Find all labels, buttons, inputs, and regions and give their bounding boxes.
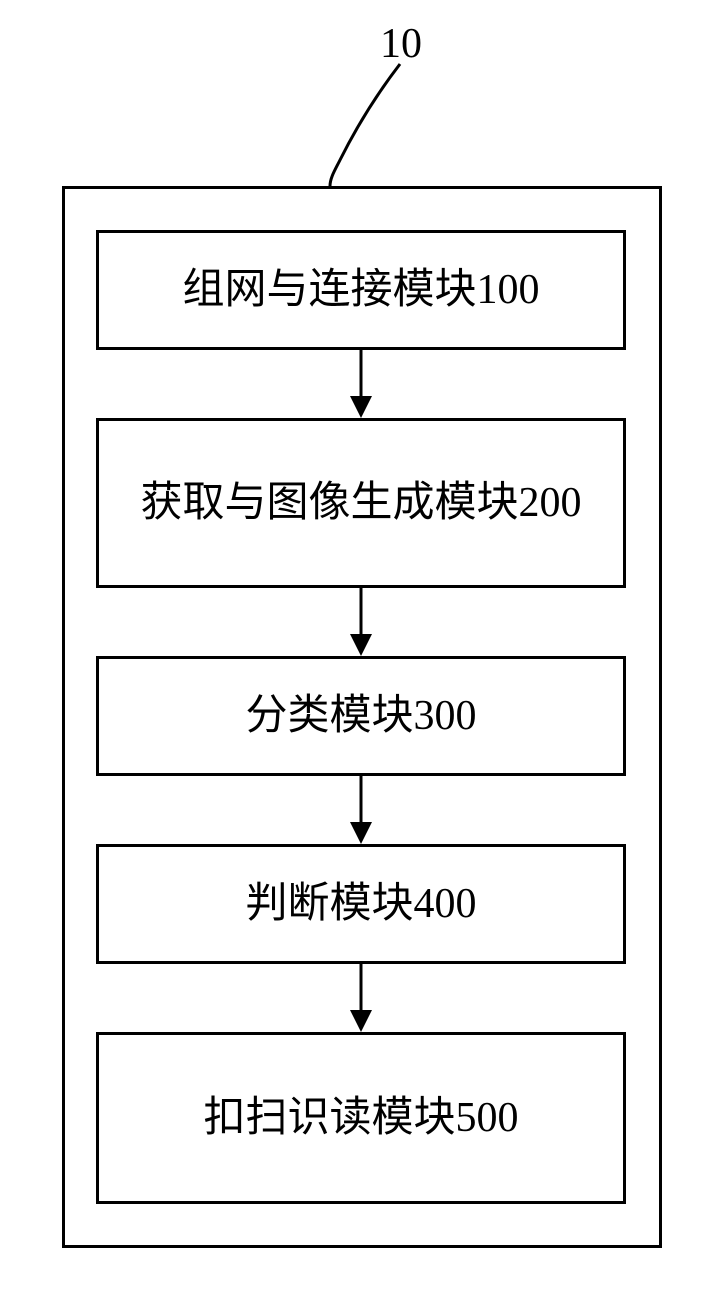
arrow-head-icon (350, 822, 372, 844)
module-label-line: 200 (519, 475, 582, 532)
arrow-2 (346, 588, 376, 656)
arrow-1 (346, 350, 376, 418)
leader-line (0, 0, 715, 200)
arrow-head-icon (350, 1010, 372, 1032)
arrow-head-icon (350, 634, 372, 656)
leader-path (330, 64, 400, 186)
arrow-head-icon (350, 396, 372, 418)
module-400: 判断模块400 (96, 844, 626, 964)
arrow-4 (346, 964, 376, 1032)
module-500: 扣扫识读模块500 (96, 1032, 626, 1204)
module-300: 分类模块300 (96, 656, 626, 776)
module-200: 获取与图像生成模块200 (96, 418, 626, 588)
module-label-line: 获取与图像生成模块 (140, 475, 518, 532)
module-100: 组网与连接模块100 (96, 230, 626, 350)
arrow-3 (346, 776, 376, 844)
